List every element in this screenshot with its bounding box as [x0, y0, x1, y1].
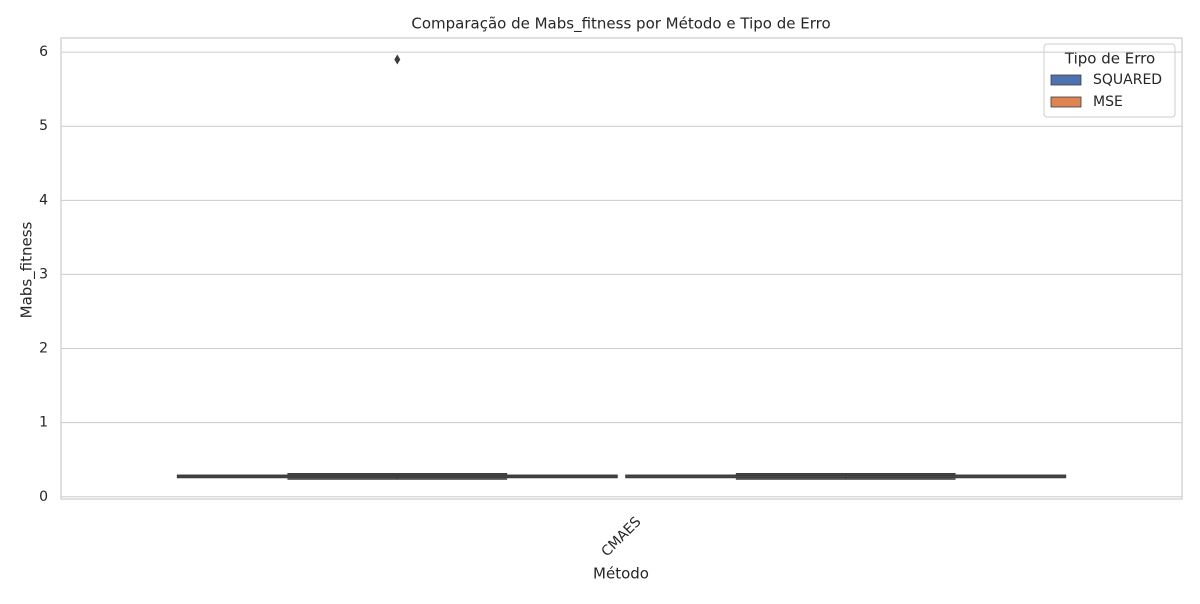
- plot-frame: [60, 37, 1183, 500]
- legend-swatch: [1050, 96, 1082, 108]
- x-tick-label: CMAES: [598, 514, 644, 560]
- y-tick-label: 2: [39, 341, 48, 357]
- legend-swatch: [1050, 74, 1082, 86]
- chart-title: Comparação de Mabs_fitness por Método e …: [411, 15, 830, 34]
- y-tick-label: 1: [39, 415, 48, 431]
- y-tick-label: 3: [39, 266, 48, 282]
- legend-label: SQUARED: [1093, 72, 1162, 88]
- y-tick-label: 5: [39, 118, 48, 134]
- y-axis-label: Mabs_fitness: [18, 221, 37, 318]
- legend-label: MSE: [1093, 94, 1123, 110]
- y-tick-label: 0: [39, 489, 48, 505]
- outlier: [394, 54, 401, 65]
- x-axis-label: Método: [593, 565, 649, 583]
- y-tick-label: 6: [39, 44, 48, 60]
- y-tick-label: 4: [39, 192, 48, 208]
- legend-title: Tipo de Erro: [1064, 50, 1155, 68]
